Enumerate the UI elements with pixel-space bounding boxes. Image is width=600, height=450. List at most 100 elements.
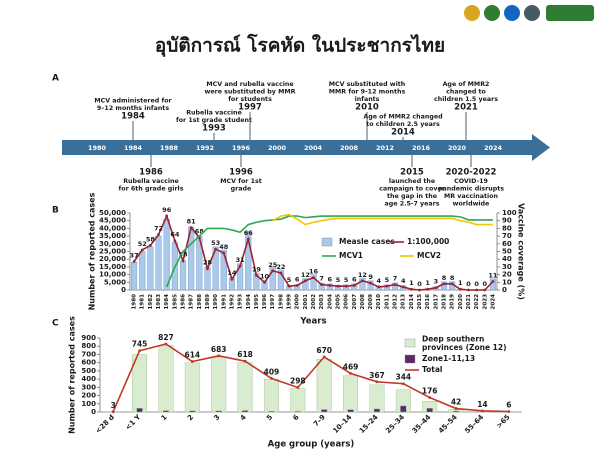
- marker: [303, 279, 307, 283]
- bar: [369, 384, 385, 413]
- data-label: 683: [211, 345, 227, 354]
- event-year: 1984: [121, 112, 145, 122]
- marker: [401, 382, 405, 386]
- bar: [245, 231, 252, 291]
- data-label: 614: [184, 351, 200, 360]
- x-tick-label: 1985: [172, 294, 178, 310]
- marker: [217, 354, 221, 358]
- data-label: 6: [328, 275, 333, 283]
- data-label: 8: [442, 274, 447, 282]
- y-tick-label: 500: [81, 367, 96, 375]
- legend-label: Zone1-11,13: [422, 354, 475, 363]
- y2-tick-label: 20: [502, 271, 512, 279]
- data-label: 4: [376, 277, 381, 285]
- data-label: 298: [290, 376, 306, 385]
- y2-tick-label: 0: [502, 286, 507, 294]
- y-tick-label: 0: [91, 408, 96, 416]
- marker: [481, 409, 484, 413]
- line: [272, 213, 493, 226]
- x-tick-label: 1986: [181, 294, 187, 310]
- marker: [491, 280, 495, 283]
- data-label: 8: [450, 274, 455, 282]
- x-tick-label: 1998: [278, 294, 284, 310]
- data-label: 409: [264, 367, 280, 376]
- data-label: 72: [154, 225, 163, 233]
- y2-tick-label: 30: [502, 263, 512, 271]
- y-tick-label: 0: [121, 286, 126, 294]
- bar: [158, 345, 174, 413]
- data-label: 66: [244, 229, 254, 237]
- data-label: 0: [466, 280, 471, 288]
- data-label: 5: [344, 276, 349, 284]
- bar: [343, 375, 359, 413]
- bar: [268, 411, 275, 413]
- data-label: 367: [369, 371, 385, 380]
- data-label: 14: [227, 269, 237, 277]
- marker: [320, 283, 324, 287]
- x-axis-label: Age group (years): [268, 440, 355, 450]
- data-label: 96: [162, 206, 172, 214]
- marker: [418, 288, 421, 292]
- logo: [504, 5, 520, 21]
- marker: [385, 284, 389, 288]
- data-label: 64: [170, 231, 180, 239]
- event-text: for 1st grade student: [176, 117, 252, 124]
- marker: [428, 396, 432, 399]
- event-text: MCV and rubella vaccine: [206, 81, 293, 88]
- data-label: 670: [316, 346, 332, 355]
- logo: [524, 5, 540, 21]
- legend-swatch: [321, 237, 333, 247]
- line: [112, 343, 509, 413]
- bar: [261, 280, 268, 291]
- marker: [377, 285, 381, 289]
- y2-tick-label: 70: [502, 232, 512, 240]
- x-tick-label: 2007: [352, 294, 358, 310]
- legend-label: Total: [422, 365, 443, 374]
- data-label: 68: [195, 228, 205, 236]
- marker: [328, 283, 332, 287]
- event-text: MCV substituted with: [329, 81, 406, 88]
- data-label: 5: [385, 276, 390, 284]
- marker: [140, 248, 144, 252]
- bar: [452, 410, 460, 413]
- x-tick-label: 2013: [401, 294, 407, 310]
- event-text: for students: [228, 96, 272, 103]
- y-axis-label: Number of reported cases: [88, 192, 97, 310]
- x-tick-label: 2001: [303, 294, 309, 310]
- event-text: Age of MMR2 changed: [363, 114, 442, 121]
- data-label: 3: [111, 401, 116, 410]
- y-tick-label: 600: [81, 359, 96, 367]
- x-tick-label: 1987: [189, 294, 195, 310]
- y2-tick-label: 90: [502, 217, 512, 225]
- event-year: 1986: [139, 168, 163, 178]
- marker: [173, 239, 177, 243]
- bar: [215, 410, 222, 413]
- x-tick-label: 1993: [238, 294, 244, 310]
- marker: [296, 386, 300, 389]
- y2-tick-label: 50: [502, 248, 512, 256]
- marker: [401, 285, 405, 289]
- x-tick-label: 2015: [417, 294, 423, 310]
- data-label: 48: [219, 243, 229, 251]
- bar: [290, 387, 306, 413]
- timeline-tick-label: 1992: [196, 144, 214, 152]
- bar: [184, 362, 200, 413]
- bar: [400, 405, 407, 413]
- marker: [442, 282, 446, 286]
- x-tick-label: 1984: [164, 294, 170, 310]
- event-text: Age of MMR2: [443, 81, 490, 88]
- timeline-tick-label: 2020: [448, 144, 467, 152]
- data-label: 3: [434, 278, 439, 286]
- marker: [336, 284, 340, 288]
- event-year: 2021: [454, 103, 478, 113]
- bar: [359, 277, 366, 291]
- timeline-tick-label: 1996: [232, 144, 251, 152]
- event-text: age 2.5-7 years: [384, 201, 439, 208]
- y2-tick-label: 60: [502, 240, 512, 248]
- bar: [162, 410, 170, 413]
- y2-tick-label: 100: [502, 209, 517, 217]
- data-label: 28: [203, 258, 213, 266]
- event-year: 1996: [229, 168, 253, 178]
- marker: [483, 288, 487, 292]
- x-tick-label: 2017: [433, 294, 439, 310]
